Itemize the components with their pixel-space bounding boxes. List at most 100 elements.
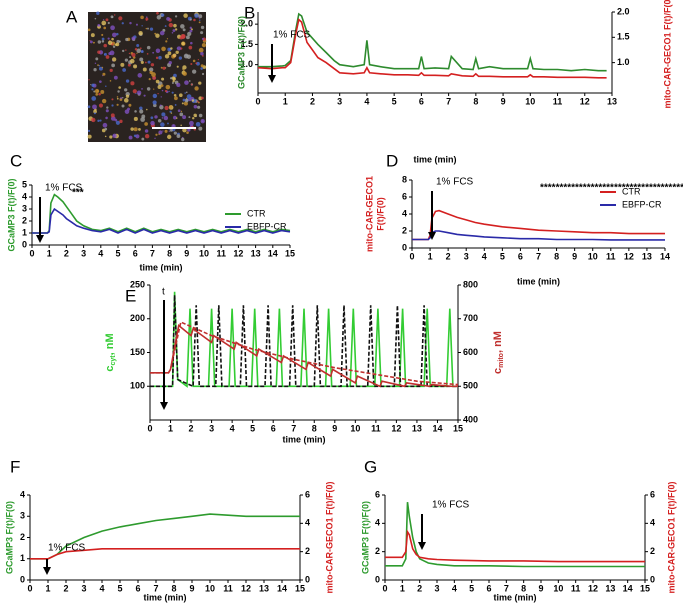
cell bbox=[105, 85, 107, 87]
cell bbox=[180, 124, 182, 127]
cell bbox=[87, 105, 91, 109]
cell bbox=[164, 25, 167, 27]
cell bbox=[97, 64, 99, 66]
cell bbox=[181, 137, 185, 142]
cell bbox=[96, 11, 100, 15]
cell bbox=[140, 50, 144, 54]
cell bbox=[108, 52, 112, 56]
cell bbox=[164, 129, 168, 133]
y-tick-label: 2 bbox=[20, 532, 25, 542]
cell bbox=[177, 109, 181, 113]
x-axis-label: time (min) bbox=[517, 276, 560, 286]
cell bbox=[197, 105, 201, 109]
cell bbox=[107, 37, 110, 40]
x-tick-label: 11 bbox=[223, 583, 233, 593]
cell bbox=[167, 51, 172, 56]
cell bbox=[182, 71, 187, 76]
cell bbox=[182, 68, 184, 70]
cell bbox=[101, 40, 105, 43]
cell bbox=[93, 90, 96, 93]
cell bbox=[114, 43, 118, 46]
cell bbox=[160, 96, 162, 98]
x-tick-label: 11 bbox=[216, 248, 226, 258]
cell bbox=[159, 30, 165, 36]
cell bbox=[111, 37, 114, 41]
y-tick-label: 4 bbox=[22, 191, 27, 201]
cell bbox=[129, 56, 132, 59]
y-tick-label: 250 bbox=[130, 279, 145, 289]
y-tick-label: 2 bbox=[375, 546, 380, 556]
cell bbox=[100, 89, 105, 94]
cell bbox=[110, 25, 115, 31]
cell bbox=[189, 18, 192, 21]
cell bbox=[115, 120, 120, 125]
x-tick-label: 15 bbox=[285, 248, 295, 258]
annotation: t bbox=[162, 287, 165, 298]
cell bbox=[182, 115, 187, 120]
cell bbox=[139, 109, 144, 114]
cell bbox=[104, 127, 108, 131]
cell bbox=[110, 116, 116, 121]
cell bbox=[185, 35, 190, 40]
y-tick-label: 4 bbox=[402, 208, 407, 218]
x-tick-label: 6 bbox=[271, 423, 276, 433]
arrow-head bbox=[418, 542, 426, 550]
cell bbox=[144, 122, 148, 126]
cell bbox=[197, 59, 199, 61]
cell bbox=[161, 13, 165, 17]
cell bbox=[165, 40, 168, 43]
x-tick-label: 3 bbox=[81, 248, 86, 258]
cell bbox=[111, 16, 114, 19]
x-tick-label: 1 bbox=[45, 583, 50, 593]
y-tick-label: 1 bbox=[22, 227, 27, 237]
cell bbox=[171, 91, 174, 94]
y-axis-label-part: , nM bbox=[104, 333, 116, 355]
annotation: 1% FCS bbox=[48, 543, 86, 554]
x-tick-label: 7 bbox=[291, 423, 296, 433]
x-tick-label: 7 bbox=[153, 583, 158, 593]
cell bbox=[198, 126, 203, 131]
cell bbox=[145, 27, 148, 30]
cell bbox=[128, 103, 132, 107]
x-tick-label: 3 bbox=[337, 96, 342, 106]
cell bbox=[183, 13, 188, 18]
x-tick-label: 10 bbox=[525, 96, 535, 106]
cell bbox=[96, 90, 99, 93]
y2-tick-label: 800 bbox=[463, 279, 478, 289]
x-tick-label: 4 bbox=[452, 583, 457, 593]
cell bbox=[192, 59, 196, 63]
cell bbox=[201, 43, 207, 48]
cell bbox=[140, 117, 146, 122]
cell bbox=[131, 52, 136, 57]
cell bbox=[173, 131, 177, 135]
cell bbox=[174, 28, 178, 31]
cell bbox=[169, 77, 173, 80]
cell bbox=[176, 46, 182, 51]
cell bbox=[198, 113, 203, 118]
cell bbox=[168, 105, 173, 109]
cell bbox=[141, 137, 145, 141]
x-tick-label: 7 bbox=[446, 96, 451, 106]
series-line bbox=[150, 324, 458, 388]
cell bbox=[92, 104, 97, 110]
cell bbox=[125, 49, 127, 51]
cell bbox=[159, 104, 162, 107]
series-line bbox=[32, 207, 291, 234]
cell bbox=[155, 33, 160, 38]
cell bbox=[173, 93, 177, 97]
x-tick-label: 5 bbox=[469, 583, 474, 593]
cell bbox=[143, 94, 146, 97]
x-tick-label: 2 bbox=[63, 583, 68, 593]
cell bbox=[102, 19, 105, 21]
x-tick-label: 2 bbox=[189, 423, 194, 433]
cell bbox=[169, 110, 172, 113]
y2-tick-label: 0 bbox=[650, 574, 655, 584]
y-axis-label: GCaMP3 F(t)/F(0) bbox=[236, 16, 246, 89]
cell bbox=[150, 63, 155, 67]
x-tick-label: 1 bbox=[168, 423, 173, 433]
x-tick-label: 14 bbox=[277, 583, 287, 593]
y-tick-label: 2.0 bbox=[240, 19, 253, 29]
x-tick-label: 0 bbox=[29, 248, 34, 258]
cell bbox=[130, 58, 135, 64]
